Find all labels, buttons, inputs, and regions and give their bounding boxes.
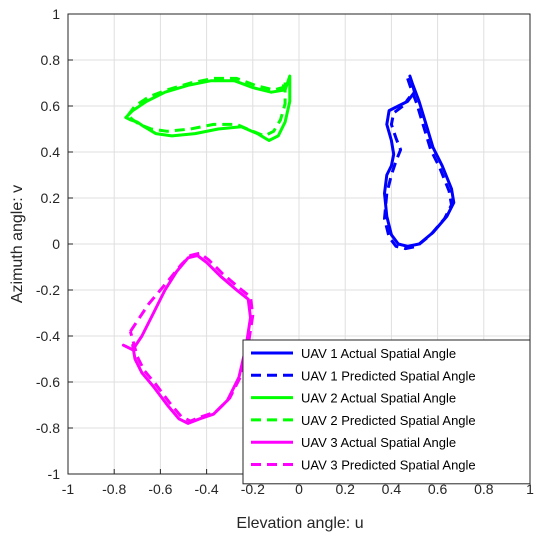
x-tick-label: -0.4 (195, 481, 219, 497)
series-line-2 (383, 77, 453, 251)
x-tick-label: -0.8 (102, 481, 126, 497)
x-tick-label: -0.2 (241, 481, 265, 497)
y-tick-label: 0.6 (41, 98, 61, 114)
y-tick-label: 0.4 (41, 144, 61, 160)
series-line-3 (124, 74, 292, 142)
y-tick-label: -0.8 (36, 420, 60, 436)
tick-labels: -1 -0.8 -0.6 -0.4 -0.2 0 0.2 0.4 0.6 0.8 1 -1 -0.8 -0… (36, 6, 534, 497)
y-tick-label: -1 (48, 466, 61, 482)
x-tick-label: 0.2 (335, 481, 355, 497)
x-tick-label: 0 (295, 481, 303, 497)
x-tick-label: 0.4 (382, 481, 402, 497)
x-tick-label: 0.8 (474, 481, 494, 497)
legend: UAV 1 Actual Spatial Angle UAV 1 Predicte… (242, 339, 531, 485)
legend-label: UAV 1 Predicted Spatial Angle (301, 368, 476, 383)
y-tick-label: 0.8 (41, 52, 61, 68)
x-axis-label: Elevation angle: u (236, 515, 363, 532)
legend-label: UAV 3 Predicted Spatial Angle (301, 458, 476, 473)
x-tick-label: 0.6 (428, 481, 448, 497)
legend-box (242, 339, 531, 485)
y-tick-label: -0.2 (36, 282, 60, 298)
x-tick-label: 1 (526, 481, 534, 497)
plot-lines (121, 74, 456, 425)
y-tick-label: -0.4 (36, 328, 60, 344)
legend-label: UAV 1 Actual Spatial Angle (301, 346, 456, 361)
series-line-6 (128, 251, 255, 423)
y-tick-label: 0.2 (41, 190, 61, 206)
x-tick-label: -0.6 (148, 481, 172, 497)
x-tick-label: -1 (62, 481, 75, 497)
y-tick-label: 1 (52, 6, 60, 22)
series-line-5 (121, 254, 252, 425)
y-tick-label: 0 (52, 236, 60, 252)
legend-label: UAV 2 Actual Spatial Angle (301, 391, 456, 406)
series-line-1 (383, 74, 456, 248)
y-axis-label: Azimuth angle: v (9, 185, 26, 303)
y-tick-label: -0.6 (36, 374, 60, 390)
series-line-4 (126, 76, 287, 138)
legend-label: UAV 3 Actual Spatial Angle (301, 435, 456, 450)
legend-label: UAV 2 Predicted Spatial Angle (301, 413, 476, 428)
